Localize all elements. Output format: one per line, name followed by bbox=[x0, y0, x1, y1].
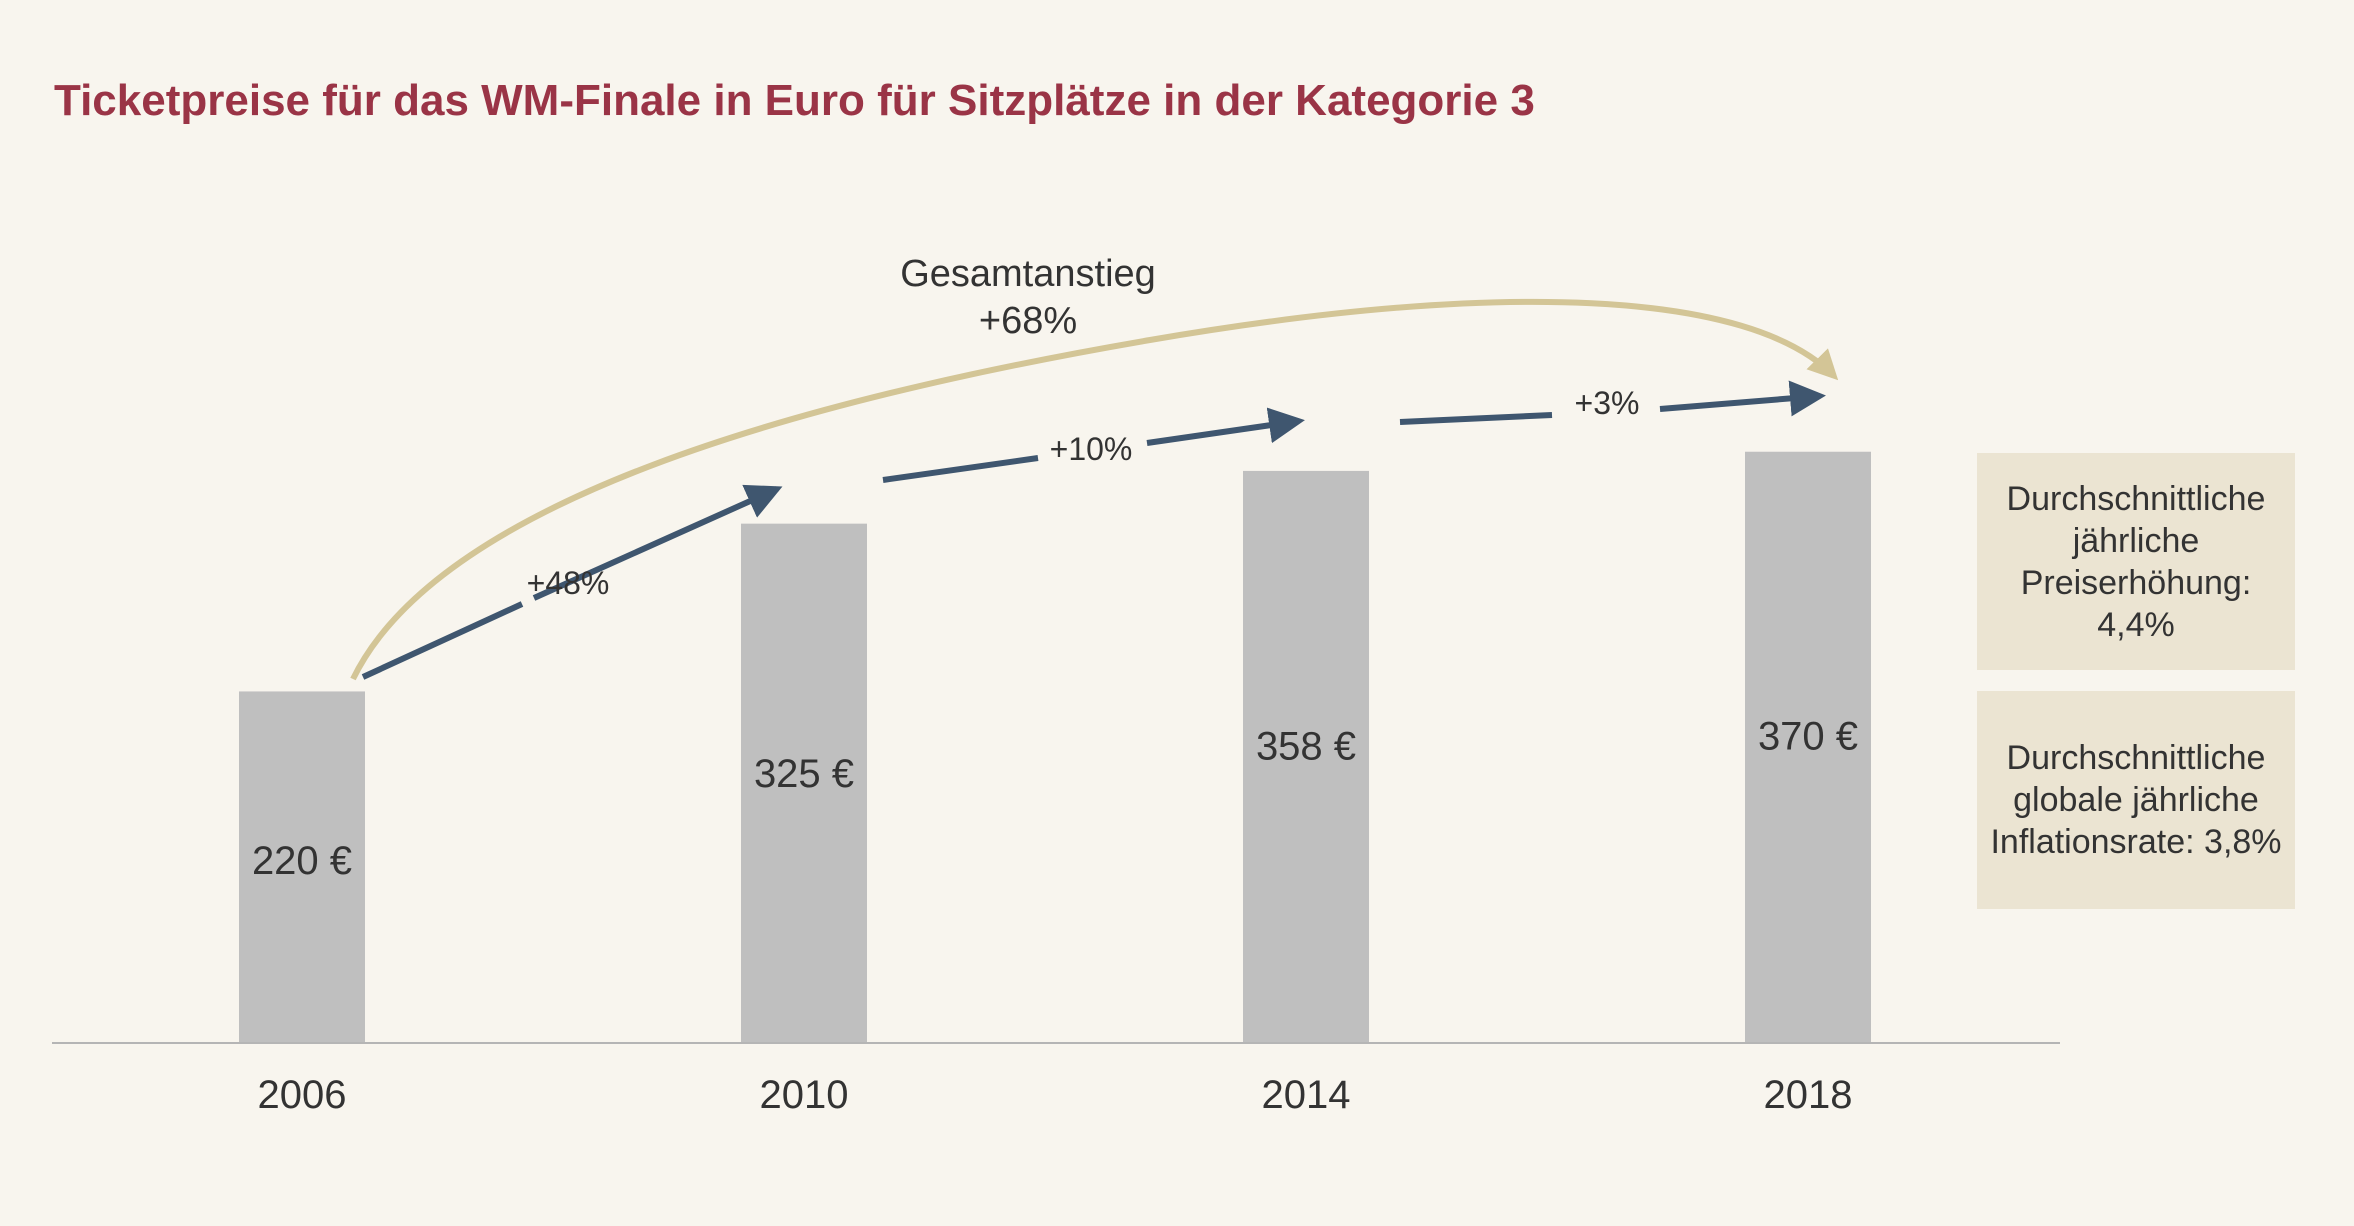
x-tick-label-2014: 2014 bbox=[1262, 1073, 1351, 1117]
step-label-2014-2018: +3% bbox=[1575, 385, 1640, 421]
bar-2014 bbox=[1243, 470, 1369, 1043]
annual-increase-text: Durchschnittliche jährliche Preiserhöhun… bbox=[2006, 479, 2266, 644]
value-label-2018: 370 € bbox=[1758, 715, 1858, 759]
total-increase-label-line2: +68% bbox=[979, 300, 1077, 342]
x-tick-label-2018: 2018 bbox=[1764, 1073, 1853, 1117]
bar-2006 bbox=[239, 691, 365, 1043]
chart-title: Ticketpreise für das WM-Finale in Euro f… bbox=[54, 76, 1535, 125]
value-label-2006: 220 € bbox=[252, 839, 352, 883]
bars-layer bbox=[239, 451, 1871, 1043]
bar-2010 bbox=[741, 523, 867, 1043]
total-increase-label-line1: Gesamtanstieg bbox=[900, 253, 1156, 295]
x-tick-label-2010: 2010 bbox=[760, 1073, 849, 1117]
labels-layer: 220 € 2006 325 € 2010 358 € 2014 370 € 2018 bbox=[252, 715, 1858, 1117]
total-increase-arrow bbox=[350, 298, 1839, 681]
bar-2018 bbox=[1745, 451, 1871, 1043]
step-label-2010-2014: +10% bbox=[1050, 431, 1133, 467]
step-arrow-2006-2010 bbox=[361, 489, 777, 680]
annual-increase-box: Durchschnittliche jährliche Preiserhöhun… bbox=[1977, 453, 2295, 670]
inflation-rate-box: Durchschnittliche globale jährliche Infl… bbox=[1977, 691, 2295, 909]
value-label-2014: 358 € bbox=[1256, 725, 1356, 769]
step-arrow-2010-2014 bbox=[882, 421, 1299, 483]
value-label-2010: 325 € bbox=[754, 752, 854, 796]
step-label-2006-2010: +48% bbox=[527, 565, 610, 601]
x-tick-label-2006: 2006 bbox=[258, 1073, 347, 1117]
step-arrow-2014-2018 bbox=[1399, 396, 1820, 422]
inflation-rate-text: Durchschnittliche globale jährliche Infl… bbox=[1990, 739, 2282, 861]
